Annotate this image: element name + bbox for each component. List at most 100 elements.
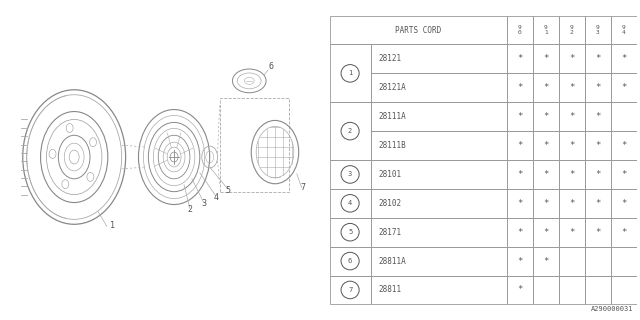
Bar <box>611 189 637 218</box>
Text: 7: 7 <box>348 287 352 293</box>
Bar <box>371 218 507 247</box>
Bar <box>559 16 585 44</box>
Bar <box>559 218 585 247</box>
Bar <box>533 131 559 160</box>
Text: 28121: 28121 <box>379 54 402 63</box>
Bar <box>533 247 559 276</box>
Text: *: * <box>621 228 627 237</box>
Bar <box>371 131 507 160</box>
Bar <box>533 160 559 189</box>
Bar <box>559 276 585 304</box>
Text: *: * <box>543 199 548 208</box>
Bar <box>585 73 611 102</box>
Text: 28811A: 28811A <box>379 257 406 266</box>
Bar <box>507 102 533 131</box>
Bar <box>611 16 637 44</box>
Text: *: * <box>569 112 575 121</box>
Text: *: * <box>595 228 600 237</box>
Text: 6: 6 <box>268 62 273 71</box>
Text: 2: 2 <box>348 128 352 134</box>
Bar <box>533 44 559 73</box>
Text: *: * <box>543 54 548 63</box>
Text: *: * <box>517 141 523 150</box>
Bar <box>371 160 507 189</box>
Bar <box>371 247 507 276</box>
Text: 28811: 28811 <box>379 285 402 294</box>
Text: 28171: 28171 <box>379 228 402 237</box>
Bar <box>330 160 371 189</box>
Bar <box>611 44 637 73</box>
Text: 9
3: 9 3 <box>596 25 600 35</box>
Text: *: * <box>543 257 548 266</box>
Bar <box>533 218 559 247</box>
Text: *: * <box>543 228 548 237</box>
Bar <box>507 247 533 276</box>
Bar <box>559 160 585 189</box>
Text: *: * <box>595 199 600 208</box>
Bar <box>585 189 611 218</box>
Text: *: * <box>595 54 600 63</box>
Bar <box>585 218 611 247</box>
Bar <box>533 102 559 131</box>
Bar <box>611 102 637 131</box>
Bar <box>330 44 371 102</box>
Bar <box>330 189 371 218</box>
Text: *: * <box>517 83 523 92</box>
Text: A290000031: A290000031 <box>591 306 634 312</box>
Bar <box>507 218 533 247</box>
Text: *: * <box>517 170 523 179</box>
Text: *: * <box>543 83 548 92</box>
Bar <box>371 44 507 73</box>
Text: 1: 1 <box>348 70 352 76</box>
Bar <box>585 102 611 131</box>
Bar <box>559 189 585 218</box>
Text: 3: 3 <box>202 199 207 209</box>
Text: *: * <box>517 199 523 208</box>
Bar <box>559 247 585 276</box>
Text: *: * <box>569 170 575 179</box>
Bar <box>611 131 637 160</box>
Bar <box>507 160 533 189</box>
Text: 6: 6 <box>348 258 352 264</box>
Bar <box>330 16 507 44</box>
Text: *: * <box>621 83 627 92</box>
Text: *: * <box>517 228 523 237</box>
Bar <box>611 247 637 276</box>
Text: 9
2: 9 2 <box>570 25 573 35</box>
Bar <box>559 44 585 73</box>
Bar <box>507 131 533 160</box>
Bar <box>585 276 611 304</box>
Text: *: * <box>621 54 627 63</box>
Text: *: * <box>621 199 627 208</box>
Bar <box>533 73 559 102</box>
Bar <box>371 189 507 218</box>
Text: *: * <box>543 141 548 150</box>
Text: 1: 1 <box>110 221 115 230</box>
Bar <box>585 247 611 276</box>
Text: *: * <box>569 83 575 92</box>
Bar <box>507 73 533 102</box>
Text: 9
1: 9 1 <box>544 25 548 35</box>
Text: *: * <box>517 257 523 266</box>
Bar <box>611 73 637 102</box>
Text: 4: 4 <box>214 193 219 202</box>
Bar <box>585 131 611 160</box>
Text: 28111B: 28111B <box>379 141 406 150</box>
Text: 28101: 28101 <box>379 170 402 179</box>
Text: *: * <box>569 199 575 208</box>
Bar <box>611 218 637 247</box>
Text: *: * <box>543 170 548 179</box>
Text: *: * <box>517 112 523 121</box>
Bar <box>371 276 507 304</box>
Bar <box>330 276 371 304</box>
Text: *: * <box>621 170 627 179</box>
Text: 2: 2 <box>188 205 193 214</box>
Text: *: * <box>595 83 600 92</box>
Bar <box>507 276 533 304</box>
Bar <box>330 102 371 160</box>
Text: *: * <box>543 112 548 121</box>
Bar <box>585 44 611 73</box>
Text: PARTS CORD: PARTS CORD <box>395 26 442 35</box>
Bar <box>507 16 533 44</box>
Text: 5: 5 <box>225 186 230 195</box>
